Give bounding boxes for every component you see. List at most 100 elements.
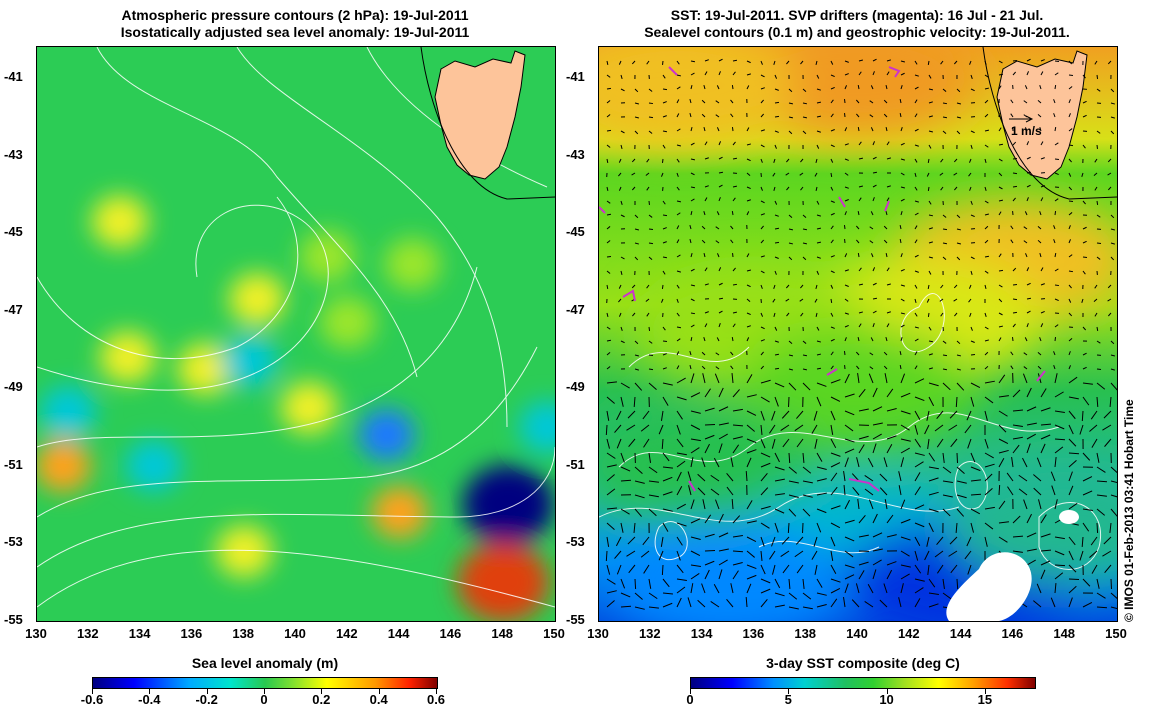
velocity-arrow [830,113,834,118]
velocity-arrow [633,522,636,533]
velocity-arrow [851,599,860,608]
velocity-arrow [928,115,933,118]
velocity-arrow [858,408,869,412]
velocity-arrow [956,102,962,105]
velocity-arrow [942,466,952,474]
velocity-arrow [606,536,610,547]
velocity-arrow [898,597,902,608]
velocity-arrow [802,368,808,371]
velocity-arrow [1096,326,1099,332]
velocity-arrow [676,460,686,468]
velocity-arrow [928,214,934,217]
velocity-arrow [864,601,874,608]
velocity-arrow [1053,365,1056,370]
velocity-arrow [634,130,639,135]
velocity-arrow [648,130,653,134]
velocity-arrow [690,499,695,510]
velocity-arrow [1018,488,1028,496]
velocity-arrow [857,373,860,384]
velocity-arrow [626,550,636,557]
velocity-arrow [1068,536,1076,546]
velocity-arrow [942,368,948,371]
velocity-arrow [746,85,750,90]
velocity-arrow [954,312,958,317]
velocity-arrow [701,457,706,468]
velocity-arrow [942,130,947,134]
velocity-arrow [942,354,948,357]
velocity-arrow [760,213,765,216]
sla-field-blobs [37,195,555,621]
velocity-arrow [746,269,751,272]
velocity-arrow [1040,569,1046,580]
sla-field-patch [37,439,91,492]
velocity-arrow [802,340,807,344]
velocity-arrow [844,393,855,398]
velocity-arrow [844,499,850,510]
velocity-arrow [844,269,849,272]
colorbar-tick-mark [984,689,986,694]
colorbar-tick-label: 0.6 [426,692,446,707]
velocity-arrow [802,480,813,484]
velocity-arrow [676,326,682,329]
velocity-arrow [864,474,874,482]
colorbar-tick-label: -0.6 [80,692,104,707]
velocity-arrow [1090,410,1098,420]
velocity-arrow [969,186,972,191]
velocity-arrow [676,365,680,370]
velocity-arrow [690,298,695,302]
velocity-arrow [1037,239,1042,244]
velocity-arrow [773,284,776,289]
velocity-arrow [998,127,1002,132]
velocity-arrow [606,114,611,118]
velocity-arrow [1039,337,1042,342]
velocity-arrow [816,326,820,331]
velocity-arrow [830,298,833,304]
velocity-arrow [773,312,776,317]
velocity-arrow [1110,494,1117,498]
velocity-arrow [1026,443,1031,454]
velocity-arrow [1053,113,1056,118]
velocity-arrow [970,270,973,275]
velocity-arrow [927,312,930,318]
velocity-arrow [1082,490,1093,496]
velocity-arrow [760,113,765,118]
velocity-arrow [710,601,720,608]
velocity-arrow [914,564,922,574]
velocity-arrow [648,452,652,463]
velocity-arrow [690,536,701,540]
velocity-arrow [616,438,622,449]
velocity-arrow [620,214,625,218]
velocity-arrow [872,443,877,454]
velocity-arrow [867,583,874,594]
velocity-arrow [746,199,751,202]
velocity-arrow [950,438,958,448]
velocity-arrow [1104,438,1112,447]
velocity-arrow [662,452,670,462]
velocity-arrow [830,270,835,274]
velocity-arrow [872,387,878,398]
velocity-arrow [914,128,919,132]
velocity-arrow [968,284,972,289]
velocity-arrow [760,255,765,258]
drifter-track [888,66,901,78]
velocity-arrow [872,297,878,300]
velocity-arrow [746,394,757,398]
longitude-tick-label: 138 [794,626,817,641]
velocity-arrow [802,214,807,218]
velocity-arrow [900,447,910,454]
velocity-arrow [788,368,794,371]
velocity-arrow [1054,172,1059,176]
velocity-arrow [885,211,888,216]
velocity-arrow [718,387,724,398]
velocity-arrow [716,85,720,90]
velocity-arrow [844,564,855,569]
velocity-arrow [998,253,1002,258]
velocity-arrow [830,86,835,90]
velocity-arrow [788,340,793,344]
velocity-arrow [830,74,835,78]
velocity-arrow [634,354,640,357]
velocity-arrow [1094,60,1098,65]
velocity-arrow [900,457,905,468]
longitude-tick-label: 150 [543,626,565,641]
velocity-arrow [690,172,695,176]
